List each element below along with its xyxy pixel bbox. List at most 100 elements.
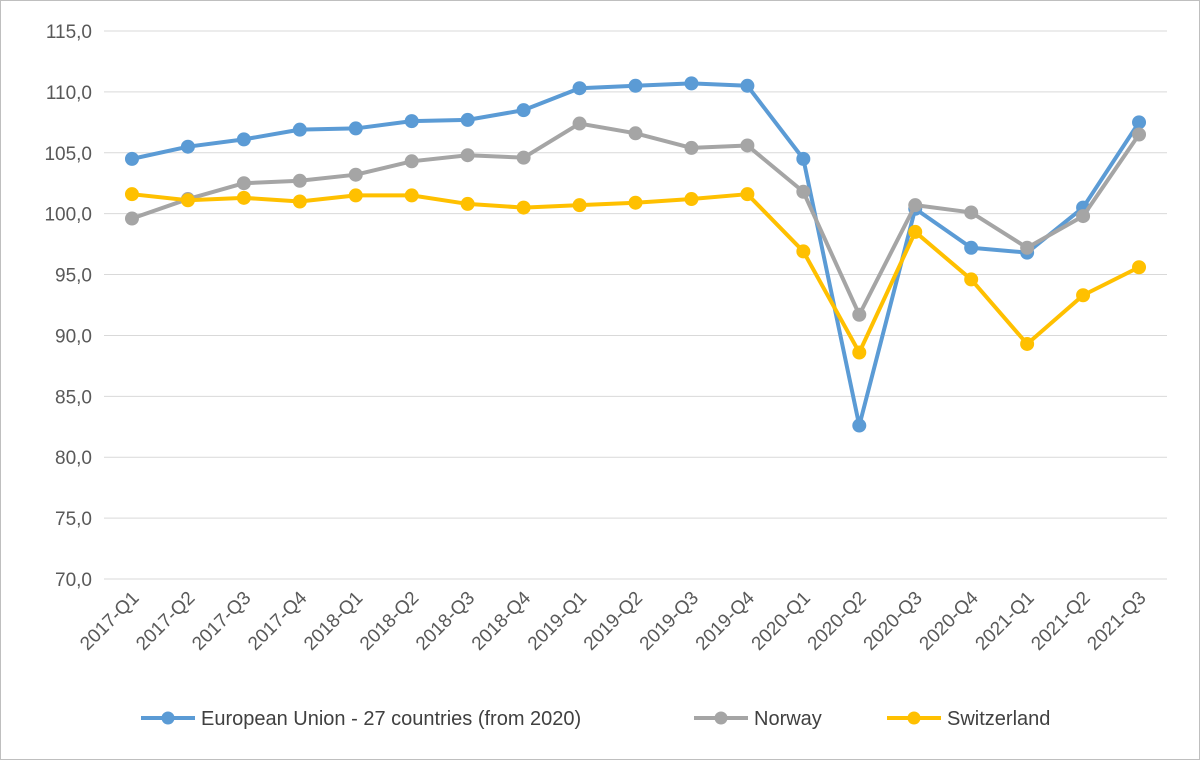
data-point	[516, 103, 531, 118]
x-tick-label: 2021-Q1	[972, 588, 1039, 655]
data-point	[180, 139, 195, 154]
series-1	[124, 116, 1147, 322]
data-point	[1020, 240, 1035, 255]
y-tick-label: 95,0	[55, 266, 92, 287]
data-point	[124, 187, 139, 202]
data-point	[1132, 115, 1147, 130]
data-point	[572, 81, 587, 96]
data-point	[348, 167, 363, 182]
data-point	[852, 307, 867, 322]
data-point	[628, 195, 643, 210]
x-tick-label: 2017-Q1	[76, 588, 143, 655]
x-tick-label: 2020-Q2	[804, 588, 871, 655]
legend-item: Switzerland	[887, 708, 1050, 730]
data-point	[964, 205, 979, 220]
legend-marker	[907, 711, 921, 725]
x-tick-label: 2020-Q1	[748, 588, 815, 655]
data-point	[796, 184, 811, 199]
data-point	[460, 196, 475, 211]
x-tick-label: 2020-Q3	[860, 588, 927, 655]
legend-label: Switzerland	[947, 708, 1050, 730]
x-axis-tick-labels: 2017-Q12017-Q22017-Q32017-Q42018-Q12018-…	[76, 587, 1150, 654]
x-tick-label: 2017-Q2	[132, 588, 199, 655]
data-point	[404, 154, 419, 169]
data-point	[740, 138, 755, 153]
y-tick-label: 75,0	[55, 509, 92, 530]
series-lines	[124, 76, 1147, 433]
data-point	[124, 211, 139, 226]
data-point	[964, 272, 979, 287]
gridlines	[104, 30, 1167, 580]
legend: European Union - 27 countries (from 2020…	[141, 708, 1050, 730]
data-point	[292, 173, 307, 188]
x-tick-label: 2017-Q3	[188, 588, 255, 655]
y-tick-label: 100,0	[44, 205, 92, 226]
x-tick-label: 2019-Q4	[692, 587, 759, 654]
x-tick-label: 2018-Q4	[468, 587, 535, 654]
data-point	[124, 151, 139, 166]
legend-item: Norway	[694, 708, 822, 730]
data-point	[572, 116, 587, 131]
data-point	[684, 140, 699, 155]
series-line	[129, 121, 1142, 317]
data-point	[460, 148, 475, 163]
data-point	[236, 132, 251, 147]
series-2	[124, 187, 1147, 360]
data-point	[1132, 260, 1147, 275]
data-point	[740, 78, 755, 93]
y-tick-label: 105,0	[44, 144, 92, 165]
data-point	[404, 114, 419, 129]
data-point	[796, 244, 811, 259]
y-tick-label: 70,0	[55, 570, 92, 591]
x-tick-label: 2017-Q4	[244, 587, 311, 654]
legend-label: European Union - 27 countries (from 2020…	[201, 708, 581, 730]
x-tick-label: 2021-Q3	[1083, 588, 1150, 655]
data-point	[1020, 336, 1035, 351]
data-point	[964, 240, 979, 255]
data-point	[236, 190, 251, 205]
data-point	[908, 198, 923, 213]
data-point	[292, 194, 307, 209]
data-point	[852, 418, 867, 433]
data-point	[348, 121, 363, 136]
data-point	[1076, 209, 1091, 224]
data-point	[516, 150, 531, 165]
y-tick-label: 115,0	[46, 22, 92, 43]
data-point	[180, 193, 195, 208]
data-point	[684, 76, 699, 91]
series-0	[124, 76, 1147, 433]
x-tick-label: 2020-Q4	[916, 587, 983, 654]
data-point	[236, 176, 251, 191]
data-point	[1132, 127, 1147, 142]
data-point	[628, 126, 643, 141]
data-point	[796, 151, 811, 166]
legend-marker	[714, 711, 728, 725]
data-point	[628, 78, 643, 93]
y-tick-label: 80,0	[55, 448, 92, 469]
y-tick-label: 85,0	[55, 387, 92, 408]
x-tick-label: 2019-Q1	[524, 588, 591, 655]
y-tick-label: 90,0	[55, 326, 92, 347]
data-point	[684, 192, 699, 207]
data-point	[348, 188, 363, 203]
data-point	[852, 345, 867, 360]
x-tick-label: 2018-Q2	[356, 588, 423, 655]
legend-item: European Union - 27 countries (from 2020…	[141, 708, 581, 730]
legend-label: Norway	[754, 708, 822, 730]
data-point	[1076, 288, 1091, 303]
x-tick-label: 2018-Q1	[300, 588, 367, 655]
x-tick-label: 2019-Q3	[636, 588, 703, 655]
data-point	[516, 200, 531, 215]
data-point	[460, 112, 475, 127]
x-tick-label: 2018-Q3	[412, 588, 479, 655]
data-point	[908, 224, 923, 239]
legend-marker	[161, 711, 175, 725]
x-tick-label: 2021-Q2	[1027, 588, 1094, 655]
x-tick-label: 2019-Q2	[580, 588, 647, 655]
y-tick-label: 110,0	[46, 83, 92, 104]
data-point	[292, 122, 307, 137]
data-point	[740, 187, 755, 202]
data-point	[404, 188, 419, 203]
y-axis-tick-labels: 70,0 75,0 80,0 85,0 90,0 95,0 100,0 105,0 110,0 1…	[44, 22, 92, 591]
